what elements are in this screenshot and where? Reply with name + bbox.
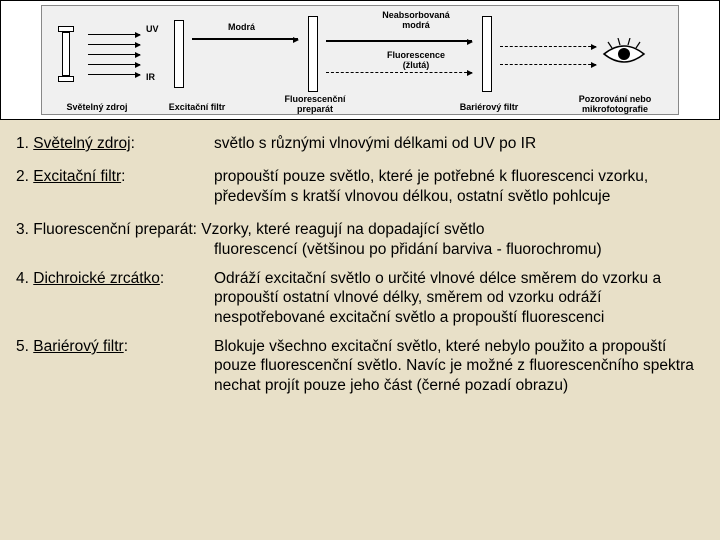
term-4: 4. Dichroické zrcátko: [16, 269, 214, 327]
ray [88, 54, 140, 55]
desc-3-cont: fluorescencí (většinou po přidání barviv… [16, 240, 602, 259]
eye-icon [602, 38, 646, 70]
uv-label: UV [146, 24, 159, 34]
definitions-list: 1. Světelný zdroj: světlo s různými vlno… [0, 120, 720, 395]
desc-4: Odráží excitační světlo o určité vlnové … [214, 269, 704, 327]
ray [88, 74, 140, 75]
optics-diagram: UV IR Modrá Neabsorbovaná modrá Fluoresc… [0, 0, 720, 120]
col5-label: Pozorování nebo mikrofotografie [550, 94, 680, 114]
definition-row: 2. Excitační filtr: propouští pouze svět… [16, 167, 704, 206]
fluor-label: Fluorescence (žlutá) [366, 50, 466, 70]
ray [88, 64, 140, 65]
col1-label: Světelný zdroj [42, 102, 152, 112]
diagram-inner: UV IR Modrá Neabsorbovaná modrá Fluoresc… [41, 5, 679, 115]
col4-label: Bariérový filtr [434, 102, 544, 112]
definition-row: 5. Bariérový filtr: Blokuje všechno exci… [16, 337, 704, 395]
ray [88, 34, 140, 35]
term-1: 1. Světelný zdroj: [16, 134, 214, 153]
ir-label: IR [146, 72, 155, 82]
col3-label: Fluorescenční preparát [260, 94, 370, 114]
definition-row: 3. Fluorescenční preparát: Vzorky, které… [16, 220, 704, 259]
barrier-filter-icon [482, 16, 492, 92]
unabs-arrow [326, 40, 472, 42]
desc-1: světlo s různými vlnovými délkami od UV … [214, 134, 704, 153]
definition-row: 1. Světelný zdroj: světlo s různými vlno… [16, 134, 704, 153]
blue-arrow [192, 38, 298, 40]
light-source-icon [50, 26, 82, 82]
desc-2: propouští pouze světlo, které je potřebn… [214, 167, 704, 206]
specimen-icon [308, 16, 318, 92]
desc-3-inline: Vzorky, které reagují na dopadající svět… [201, 221, 484, 238]
modra-label: Modrá [228, 22, 255, 32]
term-2: 2. Excitační filtr: [16, 167, 214, 206]
col2-label: Excitační filtr [152, 102, 242, 112]
neabsorb-label: Neabsorbovaná modrá [366, 10, 466, 30]
fluor-arrow [326, 72, 472, 73]
desc-5: Blokuje všechno excitační světlo, které … [214, 337, 704, 395]
term-desc-3: 3. Fluorescenční preparát: Vzorky, které… [16, 220, 602, 259]
ray [88, 44, 140, 45]
definition-row: 4. Dichroické zrcátko: Odráží excitační … [16, 269, 704, 327]
term-5: 5. Bariérový filtr: [16, 337, 214, 395]
excitation-filter-icon [174, 20, 184, 88]
to-eye-top [500, 46, 596, 47]
to-eye-bot [500, 64, 596, 65]
